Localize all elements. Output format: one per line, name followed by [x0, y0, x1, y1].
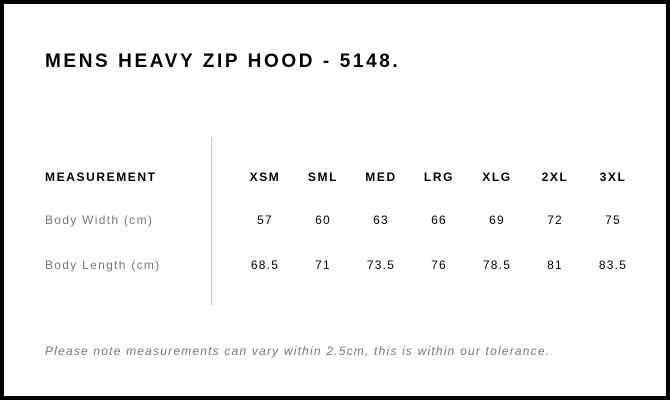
table-cell: 73.5: [366, 258, 396, 272]
table-cell: 69: [489, 213, 505, 227]
size-header-xlg: XLG: [482, 170, 512, 184]
row-label-body-width: Body Width (cm): [45, 213, 154, 227]
measurement-header: MEASUREMENT: [45, 170, 157, 184]
table-cell: 78.5: [482, 258, 512, 272]
table-cell: 81: [547, 258, 563, 272]
row-label-body-length: Body Length (cm): [45, 258, 161, 272]
table-cell: 66: [431, 213, 447, 227]
size-header-2xl: 2XL: [541, 170, 569, 184]
table-cell: 72: [547, 213, 563, 227]
table-cell: 60: [315, 213, 331, 227]
table-cell: 63: [373, 213, 389, 227]
size-header-lrg: LRG: [423, 170, 455, 184]
table-cell: 68.5: [250, 258, 280, 272]
page-title: MENS HEAVY ZIP HOOD - 5148.: [45, 51, 401, 72]
table-cell: 76: [431, 258, 447, 272]
size-header-xsm: XSM: [249, 170, 281, 184]
tolerance-note: Please note measurements can vary within…: [45, 344, 551, 358]
size-header-sml: SML: [307, 170, 339, 184]
column-divider: [211, 137, 212, 305]
table-cell: 57: [257, 213, 273, 227]
table-cell: 75: [605, 213, 621, 227]
size-header-3xl: 3XL: [599, 170, 627, 184]
table-cell: 71: [315, 258, 331, 272]
size-header-med: MED: [365, 170, 397, 184]
table-cell: 83.5: [598, 258, 628, 272]
